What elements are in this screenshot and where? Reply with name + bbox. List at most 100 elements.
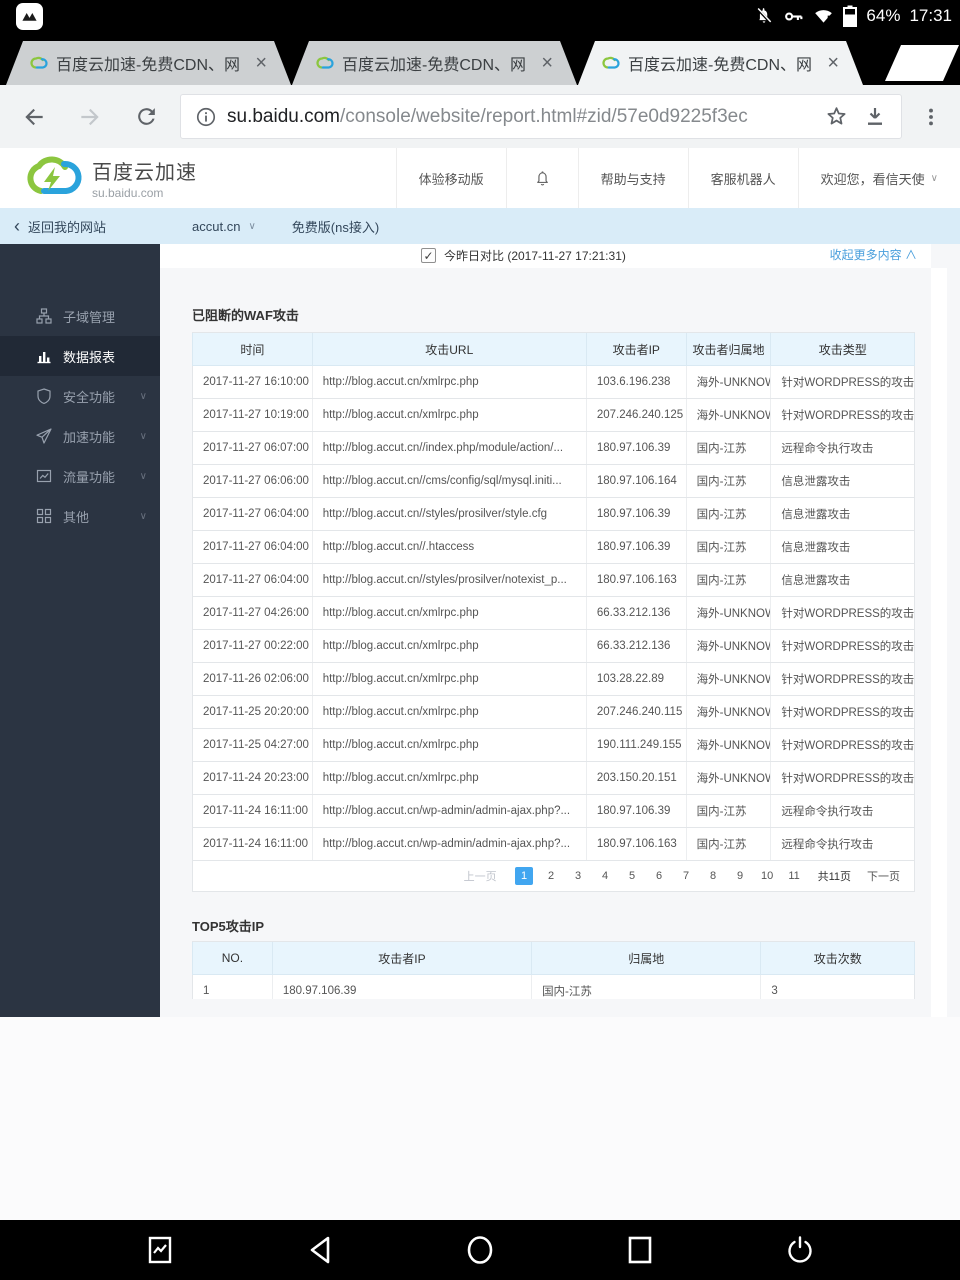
battery-icon	[843, 5, 858, 27]
cell-region: 国内-江苏	[687, 432, 772, 464]
page-info-icon[interactable]	[195, 106, 217, 128]
page-number-button[interactable]: 6	[656, 870, 663, 882]
cell-attack-type: 针对WORDPRESS的攻击	[781, 608, 915, 620]
cell-region: 海外-UNKNOW	[687, 729, 772, 761]
cell-attack-url: http://blog.accut.cn//styles/prosilver/n…	[313, 564, 587, 596]
cell-attacker-ip: 180.97.106.163	[587, 828, 687, 860]
checkbox-checked-icon[interactable]: ✓	[421, 248, 436, 263]
cell-time: 2017-11-26 02:06:00	[193, 663, 313, 695]
cell-attack-url: http://blog.accut.cn/xmlrpc.php	[313, 696, 587, 728]
cell-region: 海外-UNKNOW	[687, 663, 772, 695]
cell-time: 2017-11-24 16:11:00	[193, 828, 313, 860]
page-number-button[interactable]: 2	[548, 870, 555, 882]
user-greeting: 欢迎您，看信天使	[820, 171, 925, 187]
page-number-button[interactable]: 1	[515, 867, 534, 885]
cell-time: 2017-11-25 04:27:00	[193, 729, 313, 761]
reload-icon	[137, 108, 155, 125]
sidebar-item-data-reports[interactable]: 数据报表	[0, 336, 160, 376]
logo-subtitle: su.baidu.com	[92, 186, 164, 200]
prev-page-button[interactable]: 上一页	[463, 871, 497, 883]
cell-attack-type: 针对WORDPRESS的攻击	[781, 674, 915, 686]
browser-menu-button[interactable]	[908, 93, 954, 141]
sidebar-item-subdomains[interactable]: 子域管理	[0, 296, 160, 336]
screenshot-button[interactable]	[128, 1220, 192, 1280]
new-tab-stub[interactable]	[884, 45, 960, 81]
page-number-button[interactable]: 11	[788, 870, 800, 882]
sidebar-item-other[interactable]: 其他 ∨	[0, 496, 160, 536]
nav-service-robot[interactable]: 客服机器人	[687, 148, 798, 208]
cell-time: 2017-11-27 16:10:00	[193, 366, 313, 398]
cell-attack-url: http://blog.accut.cn/xmlrpc.php	[313, 399, 587, 431]
forward-button[interactable]	[62, 93, 118, 141]
page-number-button[interactable]: 8	[710, 870, 717, 882]
sidebar-item-acceleration[interactable]: 加速功能 ∨	[0, 416, 160, 456]
cell-attack-url: http://blog.accut.cn/xmlrpc.php	[313, 663, 587, 695]
download-icon[interactable]	[863, 105, 887, 129]
sidebar-item-label: 子域管理	[63, 309, 116, 325]
page-number-button[interactable]: 5	[629, 870, 636, 882]
page-number-button[interactable]: 9	[737, 870, 744, 882]
cell-attacker-ip: 207.246.240.115	[587, 696, 687, 728]
tab-close-icon[interactable]: ×	[541, 52, 553, 74]
recents-square-icon	[628, 1236, 652, 1264]
cell-attacker-ip: 103.28.22.89	[587, 663, 687, 695]
sidebar-item-label: 安全功能	[63, 389, 116, 405]
nav-help-support[interactable]: 帮助与支持	[577, 148, 688, 208]
domain-name: accut.cn	[192, 218, 241, 234]
back-button[interactable]	[6, 93, 62, 141]
column-header-region: 攻击者归属地	[687, 333, 772, 365]
sidebar-item-label: 其他	[63, 509, 90, 525]
chevron-down-icon: ∨	[248, 220, 256, 232]
cell-region: 国内-江苏	[687, 531, 772, 563]
sidebar-item-traffic[interactable]: 流量功能 ∨	[0, 456, 160, 496]
pagination: 上一页 1 2 3 4 5 6 7	[192, 861, 915, 892]
page-number-button[interactable]: 10	[760, 870, 774, 882]
bell-icon	[536, 170, 548, 185]
cell-attack-type: 针对WORDPRESS的攻击	[781, 773, 915, 785]
header-nav: 体验移动版 帮助与支持 客服机器人 欢迎您，看信天使 ∨	[395, 148, 960, 208]
back-to-my-sites-link[interactable]: ‹ 返回我的网站	[14, 217, 106, 236]
omnibox[interactable]: su.baidu.com/console/website/report.html…	[180, 94, 902, 139]
tab-close-icon[interactable]: ×	[255, 52, 267, 74]
bookmark-star-icon[interactable]	[824, 104, 849, 129]
nav-user-menu[interactable]: 欢迎您，看信天使 ∨	[797, 148, 960, 208]
table-row: 2017-11-24 16:11:00 http://blog.accut.cn…	[192, 828, 915, 861]
page-number-button[interactable]: 3	[575, 870, 582, 882]
reload-button[interactable]	[118, 93, 174, 141]
chevron-down-icon: ∨	[139, 510, 147, 522]
site-logo[interactable]: 百度云加速 su.baidu.com	[24, 155, 197, 201]
cell-attacker-ip: 66.33.212.136	[587, 597, 687, 629]
site-favicon	[30, 54, 48, 72]
android-back-button[interactable]	[288, 1220, 352, 1280]
cell-attacker-ip: 180.97.106.39	[587, 795, 687, 827]
browser-tab-3-active[interactable]: 百度云加速-免费CDN、网 ×	[578, 41, 863, 85]
android-status-bar: 64% 17:31	[0, 0, 960, 32]
domain-selector[interactable]: accut.cn ∨	[192, 219, 256, 234]
cell-attacker-ip: 180.97.106.163	[587, 564, 687, 596]
back-label: 返回我的网站	[28, 219, 107, 235]
sidebar-item-security[interactable]: 安全功能 ∨	[0, 376, 160, 416]
cell-region: 国内-江苏	[687, 795, 772, 827]
url-text[interactable]: su.baidu.com/console/website/report.html…	[227, 106, 814, 128]
cell-attack-type: 信息泄露攻击	[781, 575, 851, 587]
power-button[interactable]	[768, 1220, 832, 1280]
android-recents-button[interactable]	[608, 1220, 672, 1280]
chevron-down-icon: ∨	[139, 430, 147, 442]
nav-mobile-version[interactable]: 体验移动版	[395, 148, 506, 208]
site-subheader: ‹ 返回我的网站 accut.cn ∨ 免费版(ns接入)	[0, 208, 960, 244]
nav-notifications[interactable]	[505, 148, 578, 208]
tab-close-icon[interactable]: ×	[827, 52, 839, 74]
chevron-down-icon: ∨	[139, 390, 147, 402]
page-number-button[interactable]: 7	[683, 870, 690, 882]
browser-tab-2[interactable]: 百度云加速-免费CDN、网 ×	[292, 41, 577, 85]
android-home-button[interactable]	[448, 1220, 512, 1280]
page-number-button[interactable]: 4	[602, 870, 609, 882]
sitemap-icon	[36, 308, 52, 324]
next-page-button[interactable]: 下一页	[867, 871, 900, 883]
browser-tab-1[interactable]: 百度云加速-免费CDN、网 ×	[6, 41, 291, 85]
collapse-more-link[interactable]: 收起更多内容 ∧	[829, 248, 917, 262]
cell-attack-url: http://blog.accut.cn//styles/prosilver/s…	[313, 498, 587, 530]
cell-attack-url: http://blog.accut.cn/xmlrpc.php	[313, 630, 587, 662]
compare-checkbox-group[interactable]: ✓ 今昨日对比 (2017-11-27 17:21:31)	[421, 247, 626, 264]
mountain-m-icon	[22, 12, 37, 21]
